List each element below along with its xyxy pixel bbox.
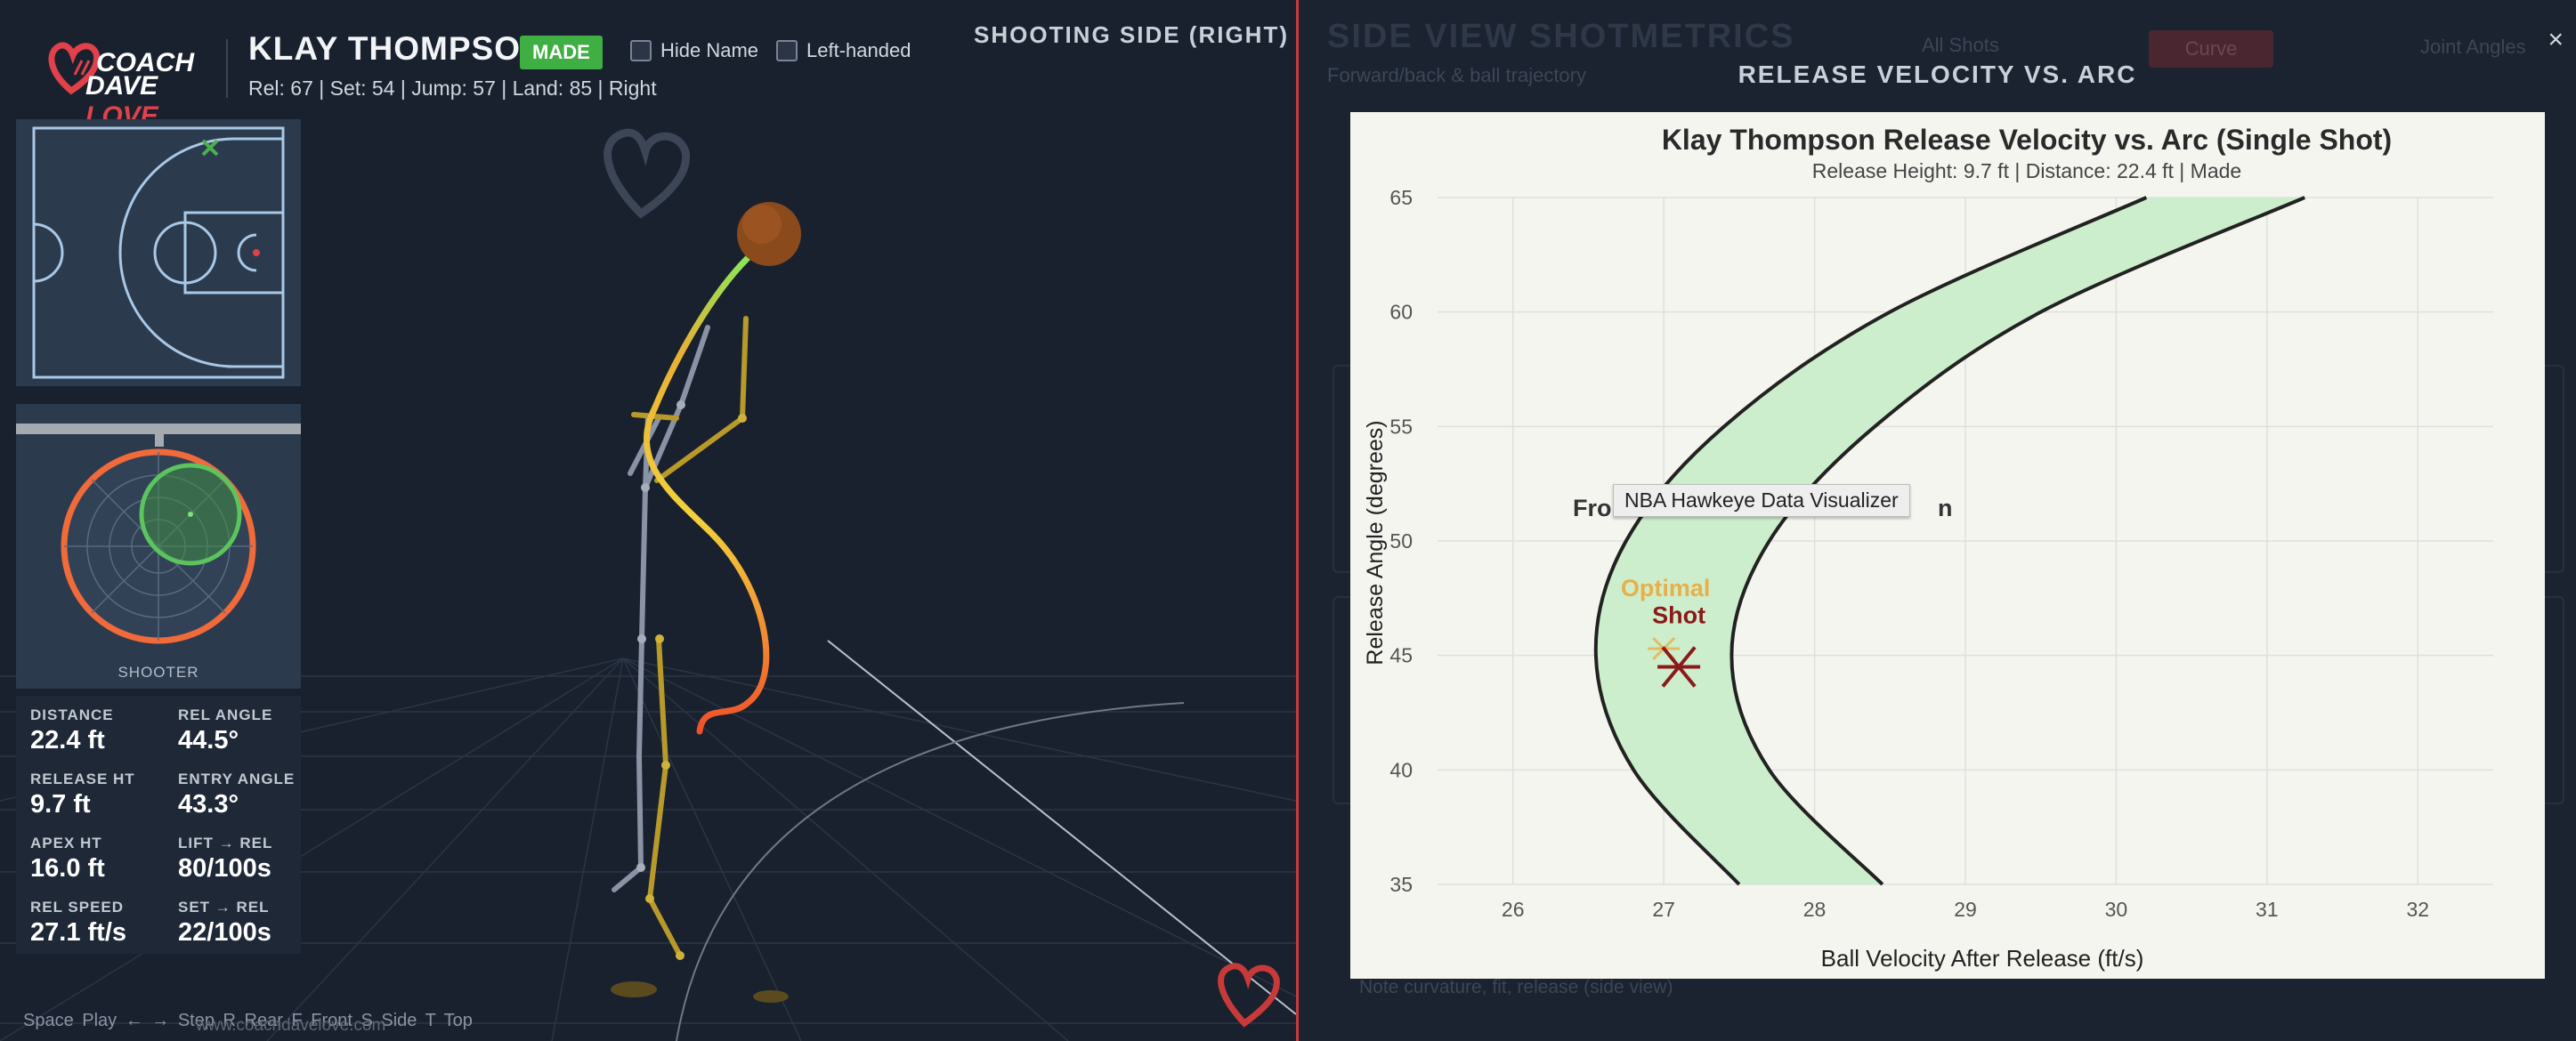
background-panel-footer: Note curvature, fit, release (side view) [1359, 977, 1673, 997]
metric-distance: DISTANCE 22.4 ft [30, 706, 114, 755]
y-tick-label: 65 [1389, 186, 1413, 209]
player-name: KLAY THOMPSON [248, 30, 546, 67]
metric-set-to-rel: SET → REL 22/100s [178, 899, 271, 947]
y-tick-label: 35 [1389, 873, 1413, 896]
watermark-url: www.coachdavelove.com [196, 1016, 386, 1035]
rim-view-panel[interactable]: SHOOTER [16, 404, 301, 689]
background-panel-subtitle: Forward/back & ball trajectory [1327, 64, 1586, 86]
x-tick-label: 30 [2105, 898, 2128, 921]
metric-rel-angle: REL ANGLE 44.5° [178, 706, 273, 755]
metric-release-height: RELEASE HT 9.7 ft [30, 771, 135, 819]
close-icon[interactable]: × [2548, 25, 2564, 54]
side-view-panel: SIDE VIEW SHOTMETRICS Forward/back & bal… [1299, 0, 2576, 1041]
keyboard-shortcuts-hint: Space Play ← → Step R Rear F Front S Sid… [23, 1011, 473, 1030]
rim-view-label: SHOOTER [117, 664, 199, 681]
shot-marker [1661, 646, 1697, 688]
court-diagram [32, 126, 285, 379]
chart-svg: Klay Thompson Release Velocity vs. Arc (… [1363, 124, 2493, 972]
shot-location-marker [201, 139, 219, 157]
shot-result-badge: MADE [520, 36, 603, 69]
shot-annotation: Shot [1652, 602, 1705, 629]
background-panel-title: SIDE VIEW SHOTMETRICS [1327, 18, 1795, 55]
left-handed-checkbox-box[interactable] [776, 40, 798, 61]
y-tick-label: 60 [1389, 301, 1413, 324]
x-tick-label: 29 [1954, 898, 1977, 921]
x-tick-label: 26 [1502, 898, 1525, 921]
shot-visualizer-panel: COACH DAVE LOVE KLAY THOMPSON MADE Hide … [0, 21, 1296, 1041]
app-tooltip: NBA Hawkeye Data Visualizer [1613, 484, 1910, 517]
x-tick-label: 27 [1652, 898, 1675, 921]
y-tick-label: 50 [1389, 529, 1413, 553]
section-label-fragment: n [1938, 495, 1953, 521]
release-velocity-chart[interactable]: Klay Thompson Release Velocity vs. Arc (… [1350, 112, 2545, 979]
hide-name-checkbox-box[interactable] [630, 40, 652, 61]
y-tick-label: 45 [1389, 644, 1413, 667]
chart-y-axis-label: Release Angle (degrees) [1363, 420, 1388, 665]
metric-rel-speed: REL SPEED 27.1 ft/s [30, 899, 126, 947]
modal-title: RELEASE VELOCITY VS. ARC [1738, 61, 2137, 88]
shot-metrics-grid: DISTANCE 22.4 ft REL ANGLE 44.5° RELEASE H… [16, 696, 301, 954]
hide-name-checkbox[interactable]: Hide Name [630, 39, 758, 62]
chart-x-axis-label: Ball Velocity After Release (ft/s) [1821, 945, 2144, 972]
logo-text-dave-love: DAVE LOVE [85, 71, 158, 131]
all-shots-button[interactable]: All Shots [1922, 34, 1999, 56]
left-handed-checkbox[interactable]: Left-handed [776, 39, 911, 62]
view-title: SHOOTING SIDE (RIGHT) [974, 21, 1289, 48]
metric-apex-height: APEX HT 16.0 ft [30, 835, 105, 883]
joint-angles-button[interactable]: Joint Angles [2420, 36, 2526, 58]
rim-diagram [16, 424, 301, 644]
section-label-fragment: Fro [1573, 495, 1612, 521]
metric-lift-to-rel: LIFT → REL 80/100s [178, 835, 273, 883]
feasible-band [1595, 198, 2305, 884]
shot-stats-line: Rel: 67 | Set: 54 | Jump: 57 | Land: 85 … [248, 77, 657, 100]
x-tick-label: 32 [2406, 898, 2429, 921]
court-minimap[interactable] [16, 119, 301, 386]
curve-button[interactable]: Curve [2149, 30, 2273, 68]
x-tick-label: 28 [1803, 898, 1827, 921]
panel-divider[interactable] [1296, 0, 1299, 1041]
left-handed-label: Left-handed [806, 39, 911, 61]
hide-name-label: Hide Name [660, 39, 759, 61]
chart-subtitle: Release Height: 9.7 ft | Distance: 22.4 … [1812, 159, 2241, 182]
coach-dave-love-logo: COACH DAVE LOVE [46, 39, 215, 131]
metric-entry-angle: ENTRY ANGLE 43.3° [178, 771, 296, 819]
y-tick-label: 55 [1389, 415, 1413, 438]
y-tick-label: 40 [1389, 758, 1413, 781]
logo-text-coach: COACH [96, 48, 194, 77]
header-divider [226, 39, 228, 98]
x-tick-label: 31 [2256, 898, 2279, 921]
chart-title: Klay Thompson Release Velocity vs. Arc (… [1662, 124, 2392, 156]
optimal-annotation: Optimal [1621, 575, 1711, 601]
